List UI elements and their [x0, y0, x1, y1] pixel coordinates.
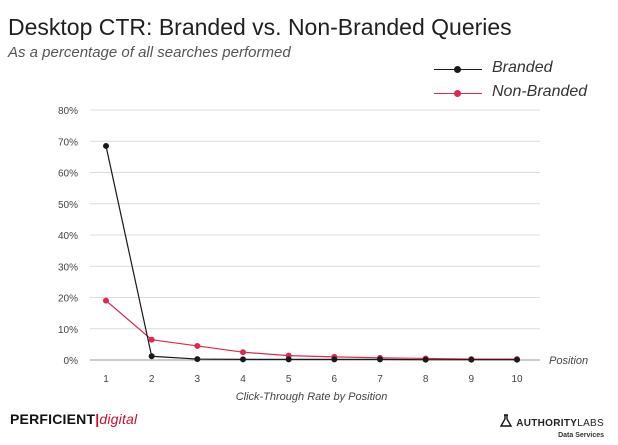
legend-label-non-branded: Non-Branded	[492, 83, 588, 100]
legend-marker-branded	[454, 66, 461, 73]
y-tick-label: 70%	[58, 137, 78, 148]
chart-subtitle: As a percentage of all searches performe…	[8, 44, 291, 61]
data-point-non-branded	[103, 297, 109, 304]
series-line-branded	[105, 145, 517, 361]
logo-text-authority: AUTHORITY	[516, 418, 578, 429]
data-point-branded	[194, 356, 201, 363]
y-tick-label: 20%	[58, 294, 78, 305]
y-tick-label: 30%	[58, 262, 78, 273]
data-point-branded	[285, 356, 292, 363]
y-tick-label: 50%	[58, 200, 78, 211]
logo-text-perficient: PERFICIENT	[10, 411, 96, 427]
chart-legend: Branded Non-Branded	[434, 58, 614, 108]
x-tick-label: 3	[195, 374, 201, 385]
logo-subtext: Data Services	[558, 432, 604, 439]
data-point-branded	[103, 142, 109, 149]
x-tick-label: 8	[423, 374, 429, 385]
chart-title: Desktop CTR: Branded vs. Non-Branded Que…	[8, 14, 512, 40]
legend-label-branded: Branded	[492, 59, 553, 76]
logo-separator: |	[95, 411, 100, 427]
x-tick-label: 7	[377, 374, 383, 385]
data-point-non-branded	[194, 342, 201, 349]
legend-item-non-branded: Non-Branded	[434, 82, 614, 106]
y-tick-label: 60%	[58, 169, 78, 180]
x-tick-label: 10	[511, 374, 523, 385]
y-tick-label: 10%	[58, 325, 78, 336]
perficient-digital-logo: PERFICIENT|digital	[10, 411, 137, 427]
logo-text-labs: LABS	[577, 418, 604, 429]
y-tick-label: 40%	[58, 231, 78, 242]
data-point-non-branded	[240, 349, 246, 356]
x-tick-label: 2	[149, 374, 155, 385]
x-tick-label: 6	[332, 374, 338, 385]
data-point-branded	[148, 353, 155, 360]
data-point-branded	[422, 356, 429, 363]
flask-icon	[499, 414, 512, 433]
logo-text-digital: digital	[99, 411, 138, 427]
x-tick-label: 9	[469, 374, 475, 385]
authoritylabs-logo: AUTHORITYLABS Data Services	[499, 414, 604, 439]
y-tick-label: 0%	[64, 356, 79, 367]
data-point-branded	[377, 356, 383, 363]
legend-item-branded: Branded	[434, 58, 614, 82]
x-tick-label: 5	[286, 374, 292, 385]
data-point-branded	[331, 356, 338, 363]
data-point-branded	[240, 356, 246, 363]
x-axis-end-label: Position	[549, 355, 588, 367]
x-axis-title: Click-Through Rate by Position	[236, 391, 388, 403]
legend-marker-non-branded	[454, 90, 461, 97]
y-tick-label: 80%	[58, 106, 78, 117]
data-point-non-branded	[148, 336, 155, 343]
data-point-branded	[468, 356, 475, 363]
x-tick-label: 4	[240, 374, 246, 385]
series-line-non-branded	[105, 300, 517, 360]
x-tick-label: 1	[103, 374, 109, 385]
data-point-branded	[514, 356, 520, 363]
